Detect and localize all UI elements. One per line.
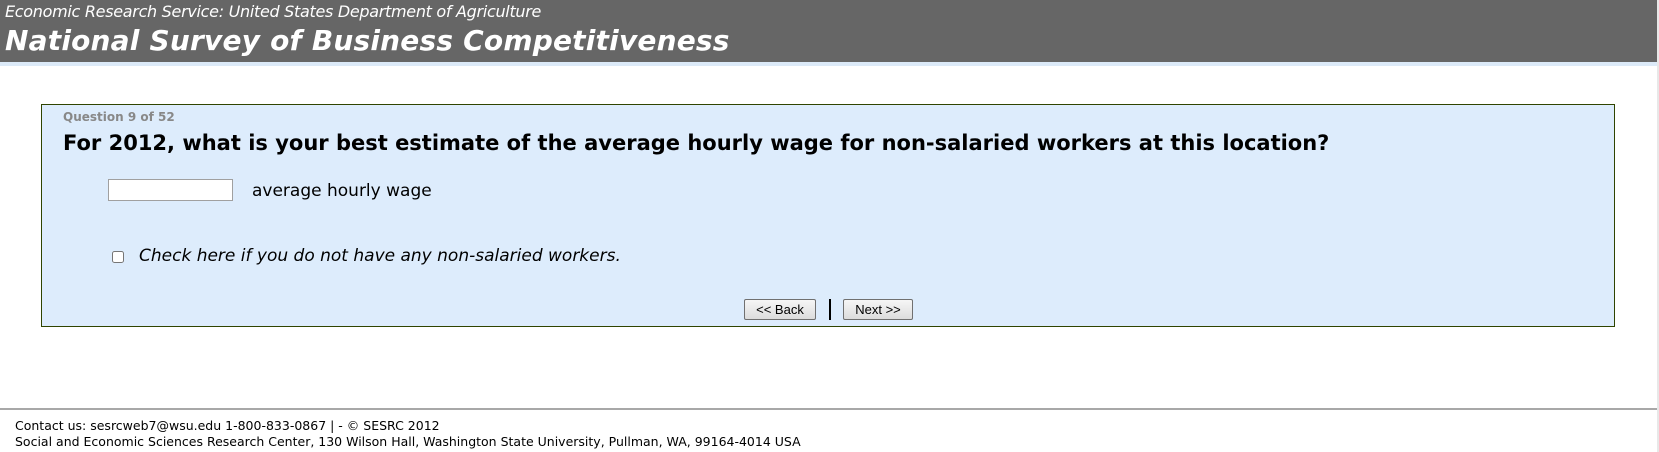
agency-name: Economic Research Service: United States… [5, 2, 542, 21]
back-button[interactable]: << Back [744, 299, 816, 320]
question-text: For 2012, what is your best estimate of … [63, 131, 1330, 155]
footer-contact: Contact us: sesrcweb7@wsu.edu 1-800-833-… [15, 418, 440, 433]
survey-title: National Survey of Business Competitiven… [5, 24, 730, 57]
header-stripe [0, 62, 1657, 66]
footer-divider [0, 408, 1657, 410]
question-panel: Question 9 of 52 For 2012, what is your … [41, 104, 1615, 327]
scrollbar[interactable] [1657, 0, 1659, 452]
question-counter: Question 9 of 52 [63, 110, 175, 124]
footer-address: Social and Economic Sciences Research Ce… [15, 434, 801, 449]
no-nonsalaried-workers-label[interactable]: Check here if you do not have any non-sa… [139, 246, 621, 266]
next-button[interactable]: Next >> [843, 299, 913, 320]
button-separator [829, 299, 831, 320]
hourly-wage-input[interactable] [108, 179, 233, 201]
page-header: Economic Research Service: United States… [0, 0, 1657, 62]
hourly-wage-label: average hourly wage [252, 181, 432, 201]
no-nonsalaried-workers-checkbox[interactable] [112, 251, 124, 263]
